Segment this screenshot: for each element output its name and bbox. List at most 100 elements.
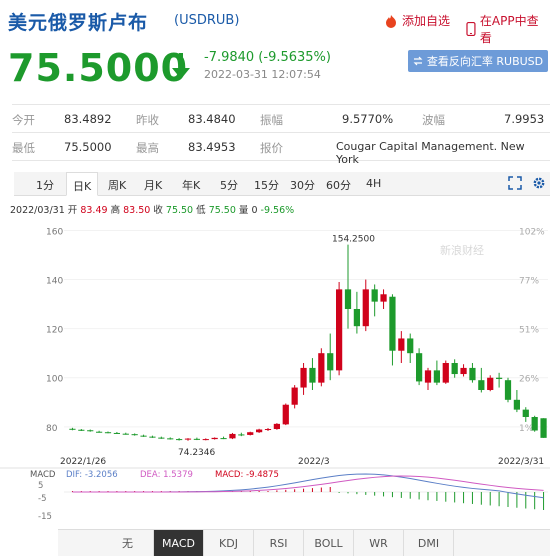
right-tick-label: 51% <box>519 326 539 336</box>
low-value: 75.5000 <box>64 140 112 154</box>
right-tick-label: 1% <box>519 424 534 434</box>
candle-body <box>513 399 520 410</box>
ohlc-low: 75.50 <box>208 205 236 216</box>
candle-body <box>424 370 432 383</box>
add-favorite-label: 添加自选 <box>402 14 451 28</box>
candle-body <box>353 309 360 327</box>
candle-body <box>78 429 85 431</box>
tab-rsi[interactable]: RSI <box>254 530 304 556</box>
flame-icon <box>386 14 396 28</box>
tab-30min[interactable]: 30分 <box>290 179 315 192</box>
period-tabs: 1分 日K 周K 月K 年K 5分 15分 30分 60分 4H <box>14 172 550 196</box>
candle-body <box>247 432 254 435</box>
candle-body <box>362 289 369 327</box>
macd-title: MACD <box>30 470 56 480</box>
open-in-app-button[interactable]: 在APP中查看 <box>466 12 550 46</box>
watermark: 新浪财经 <box>440 243 484 257</box>
x-tick-label: 2022/1/26 <box>60 457 106 467</box>
stats-table: 今开 83.4892 昨收 83.4840 振幅 9.5770% 波幅 7.99… <box>12 104 550 166</box>
indicator-tabs: 无 MACD KDJ RSI BOLL WR DMI <box>58 529 550 556</box>
right-tick-label: 77% <box>519 277 539 287</box>
candle-body <box>487 377 494 390</box>
tab-wr[interactable]: WR <box>354 530 404 556</box>
candle-body <box>282 404 289 425</box>
tab-60min[interactable]: 60分 <box>326 179 351 192</box>
ohlc-close-label: 收 <box>153 205 163 216</box>
ohlc-low-label: 低 <box>196 205 206 216</box>
ohlc-open: 83.49 <box>80 205 108 216</box>
open-value: 83.4892 <box>64 112 112 126</box>
tab-weekly[interactable]: 周K <box>108 179 127 192</box>
candle-body <box>389 296 396 351</box>
quote-header: 美元俄罗斯卢布 (USDRUB) 添加自选 在APP中查看 <box>0 0 550 45</box>
tab-15min[interactable]: 15分 <box>254 179 279 192</box>
tab-yearly[interactable]: 年K <box>182 179 201 192</box>
candle-body <box>416 353 423 382</box>
candle-body <box>300 367 307 388</box>
x-tick-label: 2022/3 <box>298 457 330 467</box>
volatility-value: 7.9953 <box>504 112 545 126</box>
tab-daily[interactable]: 日K <box>66 172 99 196</box>
ohlc-date: 2022/03/31 <box>10 205 65 216</box>
candle-body <box>238 434 245 436</box>
candle-body <box>469 367 476 381</box>
candle-body <box>496 377 503 379</box>
stats-row: 最低 75.5000 最高 83.4953 报价 Cougar Capital … <box>12 133 550 166</box>
min-annotation: 74.2346 <box>178 448 215 458</box>
candle-body <box>344 289 352 309</box>
kline-chart[interactable]: 新浪财经 80 100 120 140 160 102% 77% 51% 26% 1% 154.250… <box>0 222 550 528</box>
phone-icon <box>466 22 476 36</box>
high-label: 最高 <box>136 141 159 155</box>
candle-body <box>540 418 547 438</box>
candle-body <box>336 289 343 371</box>
candle-body <box>256 429 263 433</box>
macd-dea-line <box>72 475 544 493</box>
candle-body <box>140 435 147 437</box>
reverse-rate-label: 查看反向汇率 RUBUSD <box>426 55 544 68</box>
tab-1min[interactable]: 1分 <box>36 179 54 192</box>
tab-macd[interactable]: MACD <box>154 530 204 556</box>
reverse-rate-button[interactable]: 查看反向汇率 RUBUSD <box>408 50 548 72</box>
candle-body <box>104 432 112 434</box>
quote-source-value: Cougar Capital Management. New York <box>336 140 525 166</box>
prev-close-label: 昨收 <box>136 113 159 127</box>
macd-value: MACD: -9.4875 <box>215 470 279 480</box>
candle-body <box>433 370 440 383</box>
tab-dmi[interactable]: DMI <box>404 530 454 556</box>
ohlc-volume: 0 <box>251 205 258 216</box>
candle-body <box>87 430 94 432</box>
ohlc-close: 75.50 <box>165 205 194 216</box>
ohlc-open-label: 开 <box>67 205 78 216</box>
tab-4h[interactable]: 4H <box>366 177 382 190</box>
add-favorite-button[interactable]: 添加自选 <box>384 12 450 29</box>
candle-body <box>460 367 467 375</box>
candle-body <box>229 433 236 439</box>
stats-row: 今开 83.4892 昨收 83.4840 振幅 9.5770% 波幅 7.99… <box>12 105 550 133</box>
tab-boll[interactable]: BOLL <box>304 530 354 556</box>
chart-background <box>0 222 550 528</box>
ohlc-high-label: 高 <box>110 205 121 216</box>
quote-timestamp: 2022-03-31 12:07:54 <box>204 68 321 81</box>
candle-body <box>327 353 334 371</box>
candle-body <box>131 434 138 436</box>
macd-dea: DEA: 1.5379 <box>140 470 193 480</box>
tab-none[interactable]: 无 <box>102 530 154 556</box>
prev-close-value: 83.4840 <box>188 112 236 126</box>
fullscreen-icon[interactable] <box>508 176 522 194</box>
candle-body <box>69 428 76 430</box>
right-tick-label: 102% <box>519 227 545 237</box>
candle-body <box>158 437 165 439</box>
tab-monthly[interactable]: 月K <box>144 179 163 192</box>
candle-body <box>193 438 200 440</box>
high-value: 83.4953 <box>188 140 236 154</box>
candle-body <box>478 380 485 390</box>
candle-body <box>211 437 218 440</box>
ohlc-readout: 2022/03/31 开 83.49 高 83.50 收 75.50 低 75.… <box>10 202 294 216</box>
y-tick-label: 100 <box>46 375 63 385</box>
tab-5min[interactable]: 5分 <box>220 179 238 192</box>
tab-kdj[interactable]: KDJ <box>204 530 254 556</box>
settings-icon[interactable] <box>532 176 546 194</box>
max-annotation: 154.2500 <box>332 235 375 245</box>
page-title: 美元俄罗斯卢布 <box>8 12 149 34</box>
volatility-label: 波幅 <box>422 113 445 127</box>
